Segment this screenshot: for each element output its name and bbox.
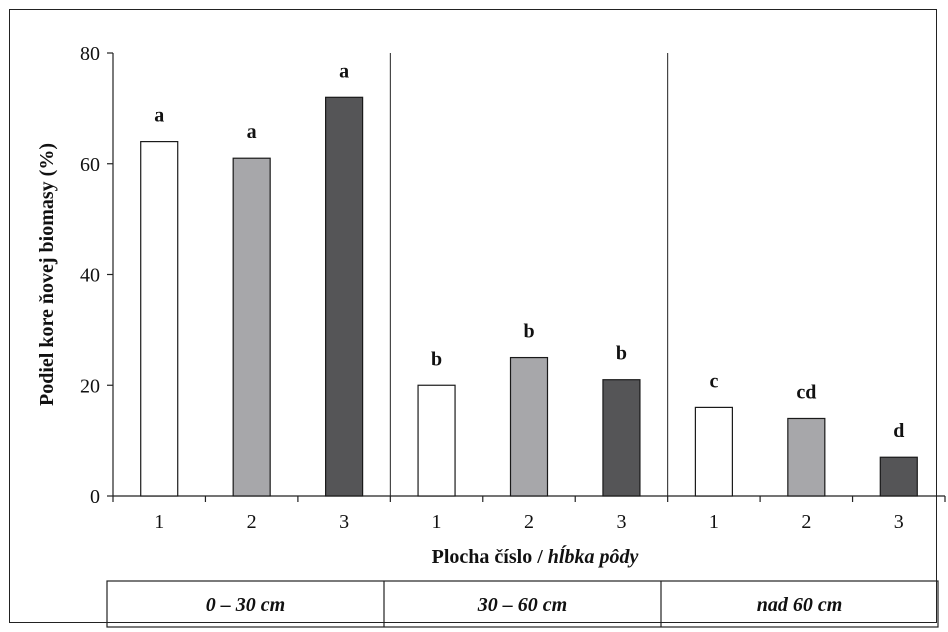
y-tick-label: 0 [90, 486, 100, 508]
bar [417, 384, 456, 497]
bar [232, 157, 271, 497]
y-tick-label: 80 [80, 43, 100, 65]
x-tick-label: 1 [709, 511, 719, 533]
x-tick-label: 3 [616, 511, 626, 533]
significance-letter: b [431, 348, 442, 370]
significance-letter: a [247, 121, 257, 143]
significance-letter: a [154, 105, 164, 127]
bar [694, 406, 733, 497]
group-label: 30 – 60 cm [477, 594, 567, 616]
x-tick-label: 1 [432, 511, 442, 533]
y-tick-label: 20 [80, 375, 100, 397]
significance-letter: d [893, 420, 904, 442]
bar [602, 379, 641, 497]
x-tick-label: 3 [339, 511, 349, 533]
x-tick-label: 2 [247, 511, 257, 533]
bar [140, 141, 179, 497]
significance-letter: b [523, 321, 534, 343]
group-label: nad 60 cm [757, 594, 843, 616]
significance-letter: b [616, 343, 627, 365]
group-label-table [106, 580, 939, 628]
significance-letter: c [709, 370, 718, 392]
bar [787, 417, 826, 497]
x-tick-label: 1 [154, 511, 164, 533]
bar [879, 456, 918, 497]
bar [325, 96, 364, 497]
y-axis-title: Podiel kore ňovej biomasy (%) [36, 143, 58, 406]
x-tick-label: 3 [894, 511, 904, 533]
significance-letter: cd [796, 381, 816, 403]
y-tick-label: 60 [80, 154, 100, 176]
bar [509, 356, 549, 497]
x-tick-label: 2 [801, 511, 811, 533]
figure-frame [9, 9, 937, 623]
significance-letter: a [339, 60, 349, 82]
group-label: 0 – 30 cm [206, 594, 285, 616]
x-tick-label: 2 [524, 511, 534, 533]
y-tick-label: 40 [80, 265, 100, 287]
x-axis-title: Plocha číslo / hĺbka pôdy [432, 544, 639, 568]
